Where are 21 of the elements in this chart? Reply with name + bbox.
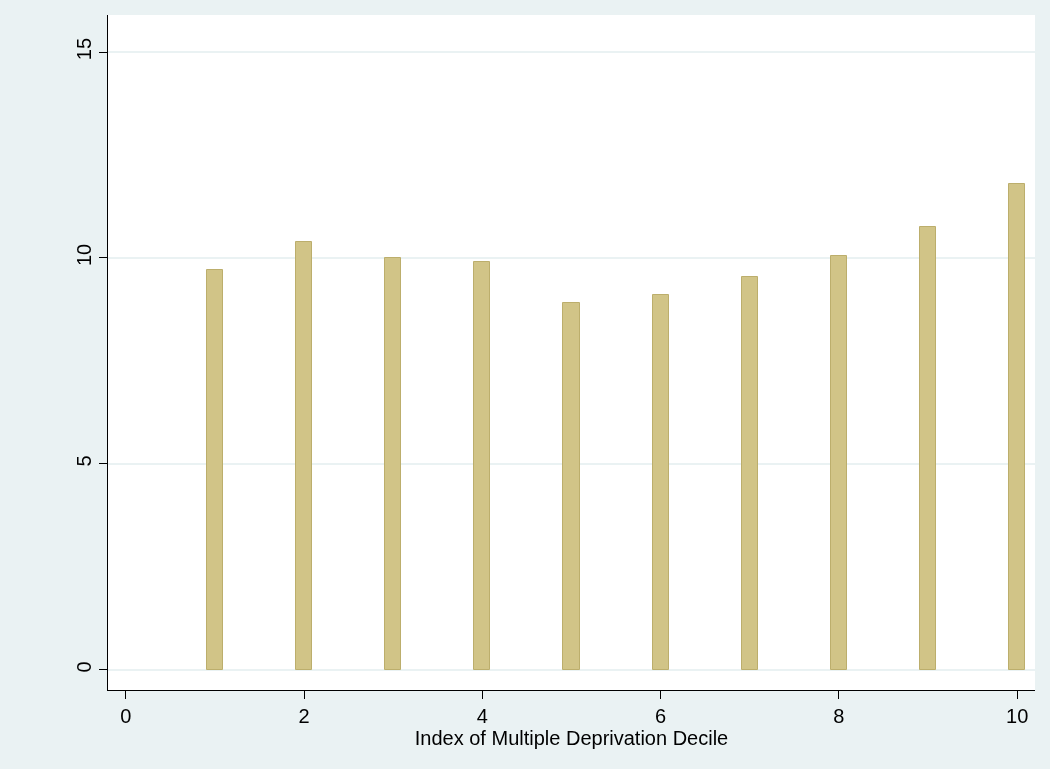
x-tick-label: 8: [833, 705, 845, 727]
x-tick-label: 6: [655, 705, 667, 727]
y-tick-label: 0: [73, 661, 95, 673]
y-tick-label: 15: [73, 37, 95, 61]
bar: [652, 294, 669, 670]
bar: [830, 255, 847, 670]
bar: [206, 269, 223, 670]
bar: [562, 302, 580, 670]
bar: [1008, 183, 1025, 670]
x-tick-label: 4: [476, 705, 488, 727]
y-tick-label: 5: [73, 455, 95, 467]
x-tick-label: 10: [1006, 705, 1029, 727]
y-tick-label: 10: [73, 243, 95, 267]
bar: [295, 241, 312, 670]
bar: [473, 261, 490, 670]
bar: [919, 226, 936, 670]
bar: [741, 276, 758, 670]
x-tick-label: 2: [298, 705, 310, 727]
x-axis-title: Index of Multiple Deprivation Decile: [414, 727, 729, 749]
bar: [384, 257, 401, 670]
x-tick-label: 0: [120, 705, 132, 727]
